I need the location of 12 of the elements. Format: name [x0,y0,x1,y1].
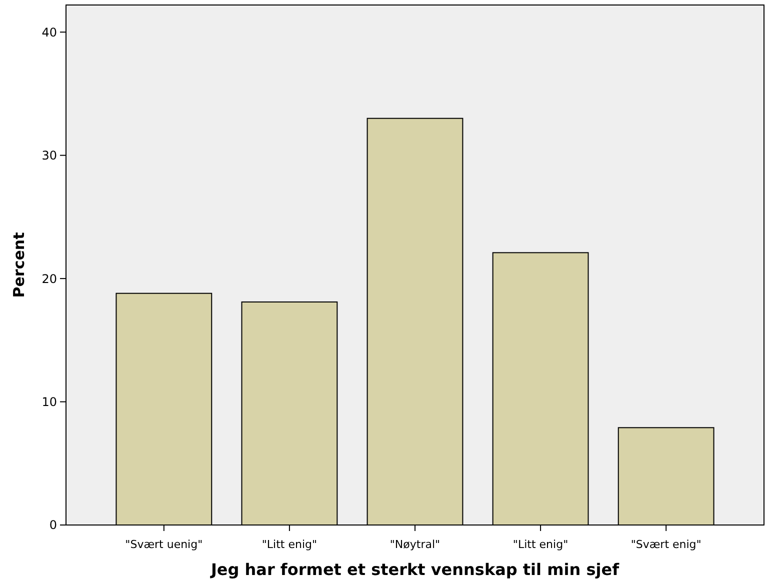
y-tick-label: 30 [42,148,57,163]
y-tick-label: 20 [42,272,57,286]
x-tick-label: "Litt enig" [512,538,568,551]
y-tick-label: 40 [42,25,57,40]
x-tick-label: "Svært enig" [630,538,702,551]
y-tick-label: 0 [49,518,57,532]
x-tick-label: "Svært uenig" [125,538,203,551]
x-axis-title: Jeg har formet et sterkt vennskap til min sjef [210,560,620,579]
x-tick-label: "Litt enig" [262,538,318,551]
x-tick-label: "Nøytral" [390,538,440,551]
y-tick-label: 10 [42,394,57,409]
y-axis-title: Percent [10,232,28,298]
